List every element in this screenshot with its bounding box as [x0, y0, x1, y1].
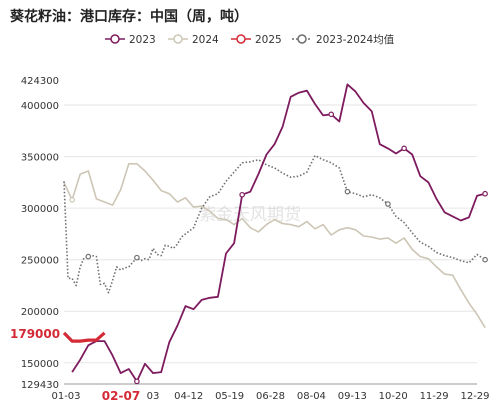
y-tick-label: 250000: [21, 256, 59, 267]
data-point: [85, 253, 92, 260]
legend-marker: [173, 34, 183, 44]
x-tick-label: 04-12: [174, 391, 203, 402]
series-line-2023: [71, 83, 486, 383]
highlight-date-label: 02-07: [102, 389, 140, 403]
chart-title: 葵花籽油：港口库存：中国（周，吨）: [10, 9, 248, 25]
legend-label: 2024: [192, 34, 219, 46]
x-tick-label: 12-29: [460, 391, 489, 402]
x-axis: 01-03 03 04-12 05-19 06-28 08-04 09-13 10-20 11-…: [51, 383, 490, 402]
series-line-2023-2024均值: [63, 154, 486, 294]
data-point: [134, 254, 140, 261]
y-axis: 129430 150000 200000 250000 300000 350000 4000…: [21, 76, 59, 391]
legend-label: 2023: [129, 34, 156, 46]
y-tick-label: 300000: [21, 204, 59, 215]
y-tick-label: 350000: [21, 153, 59, 164]
x-tick-label: 05-19: [215, 391, 244, 402]
legend-item-2023-2024均值[interactable]: 2023-2024均值: [292, 33, 395, 46]
legend-item-2023[interactable]: 2023: [105, 34, 156, 46]
x-tick-label: 03: [147, 391, 160, 402]
data-point: [344, 188, 351, 195]
series-line-2024: [63, 163, 486, 329]
data-point: [239, 191, 245, 198]
y-tick-label: 424300: [21, 76, 59, 87]
legend-marker: [110, 34, 120, 44]
x-tick-label: 11-29: [420, 391, 449, 402]
data-point: [69, 197, 75, 203]
legend-label: 2025: [255, 34, 282, 46]
highlight-labels: 179000 02-07: [10, 327, 140, 403]
legend-item-2025[interactable]: 2025: [231, 34, 282, 46]
data-point: [482, 190, 488, 197]
series-line-2025: [62, 331, 106, 343]
legend-item-2024[interactable]: 2024: [168, 34, 219, 46]
grid-lines: [64, 104, 477, 364]
x-tick-label: 01-03: [51, 391, 80, 402]
data-point: [385, 201, 391, 207]
x-tick-label: 06-28: [256, 391, 285, 402]
data-point: [328, 111, 335, 118]
data-point: [134, 378, 140, 385]
y-tick-label: 150000: [21, 359, 59, 370]
data-point: [401, 145, 407, 152]
legend-marker: [236, 34, 246, 44]
highlight-value-label: 179000: [10, 327, 60, 341]
data-point: [482, 256, 488, 263]
y-tick-label: 129430: [21, 380, 59, 391]
y-tick-label: 200000: [21, 307, 59, 318]
x-tick-label: 09-13: [338, 391, 367, 402]
legend-marker: [297, 34, 307, 44]
legend[interactable]: 2023 2024 2025 2023-2024均值: [105, 33, 395, 46]
x-tick-label: 10-20: [379, 391, 408, 402]
legend-label: 2023-2024均值: [316, 33, 395, 46]
plot-area: [62, 83, 488, 385]
x-tick-label: 08-04: [297, 391, 326, 402]
y-tick-label: 400000: [21, 101, 59, 112]
